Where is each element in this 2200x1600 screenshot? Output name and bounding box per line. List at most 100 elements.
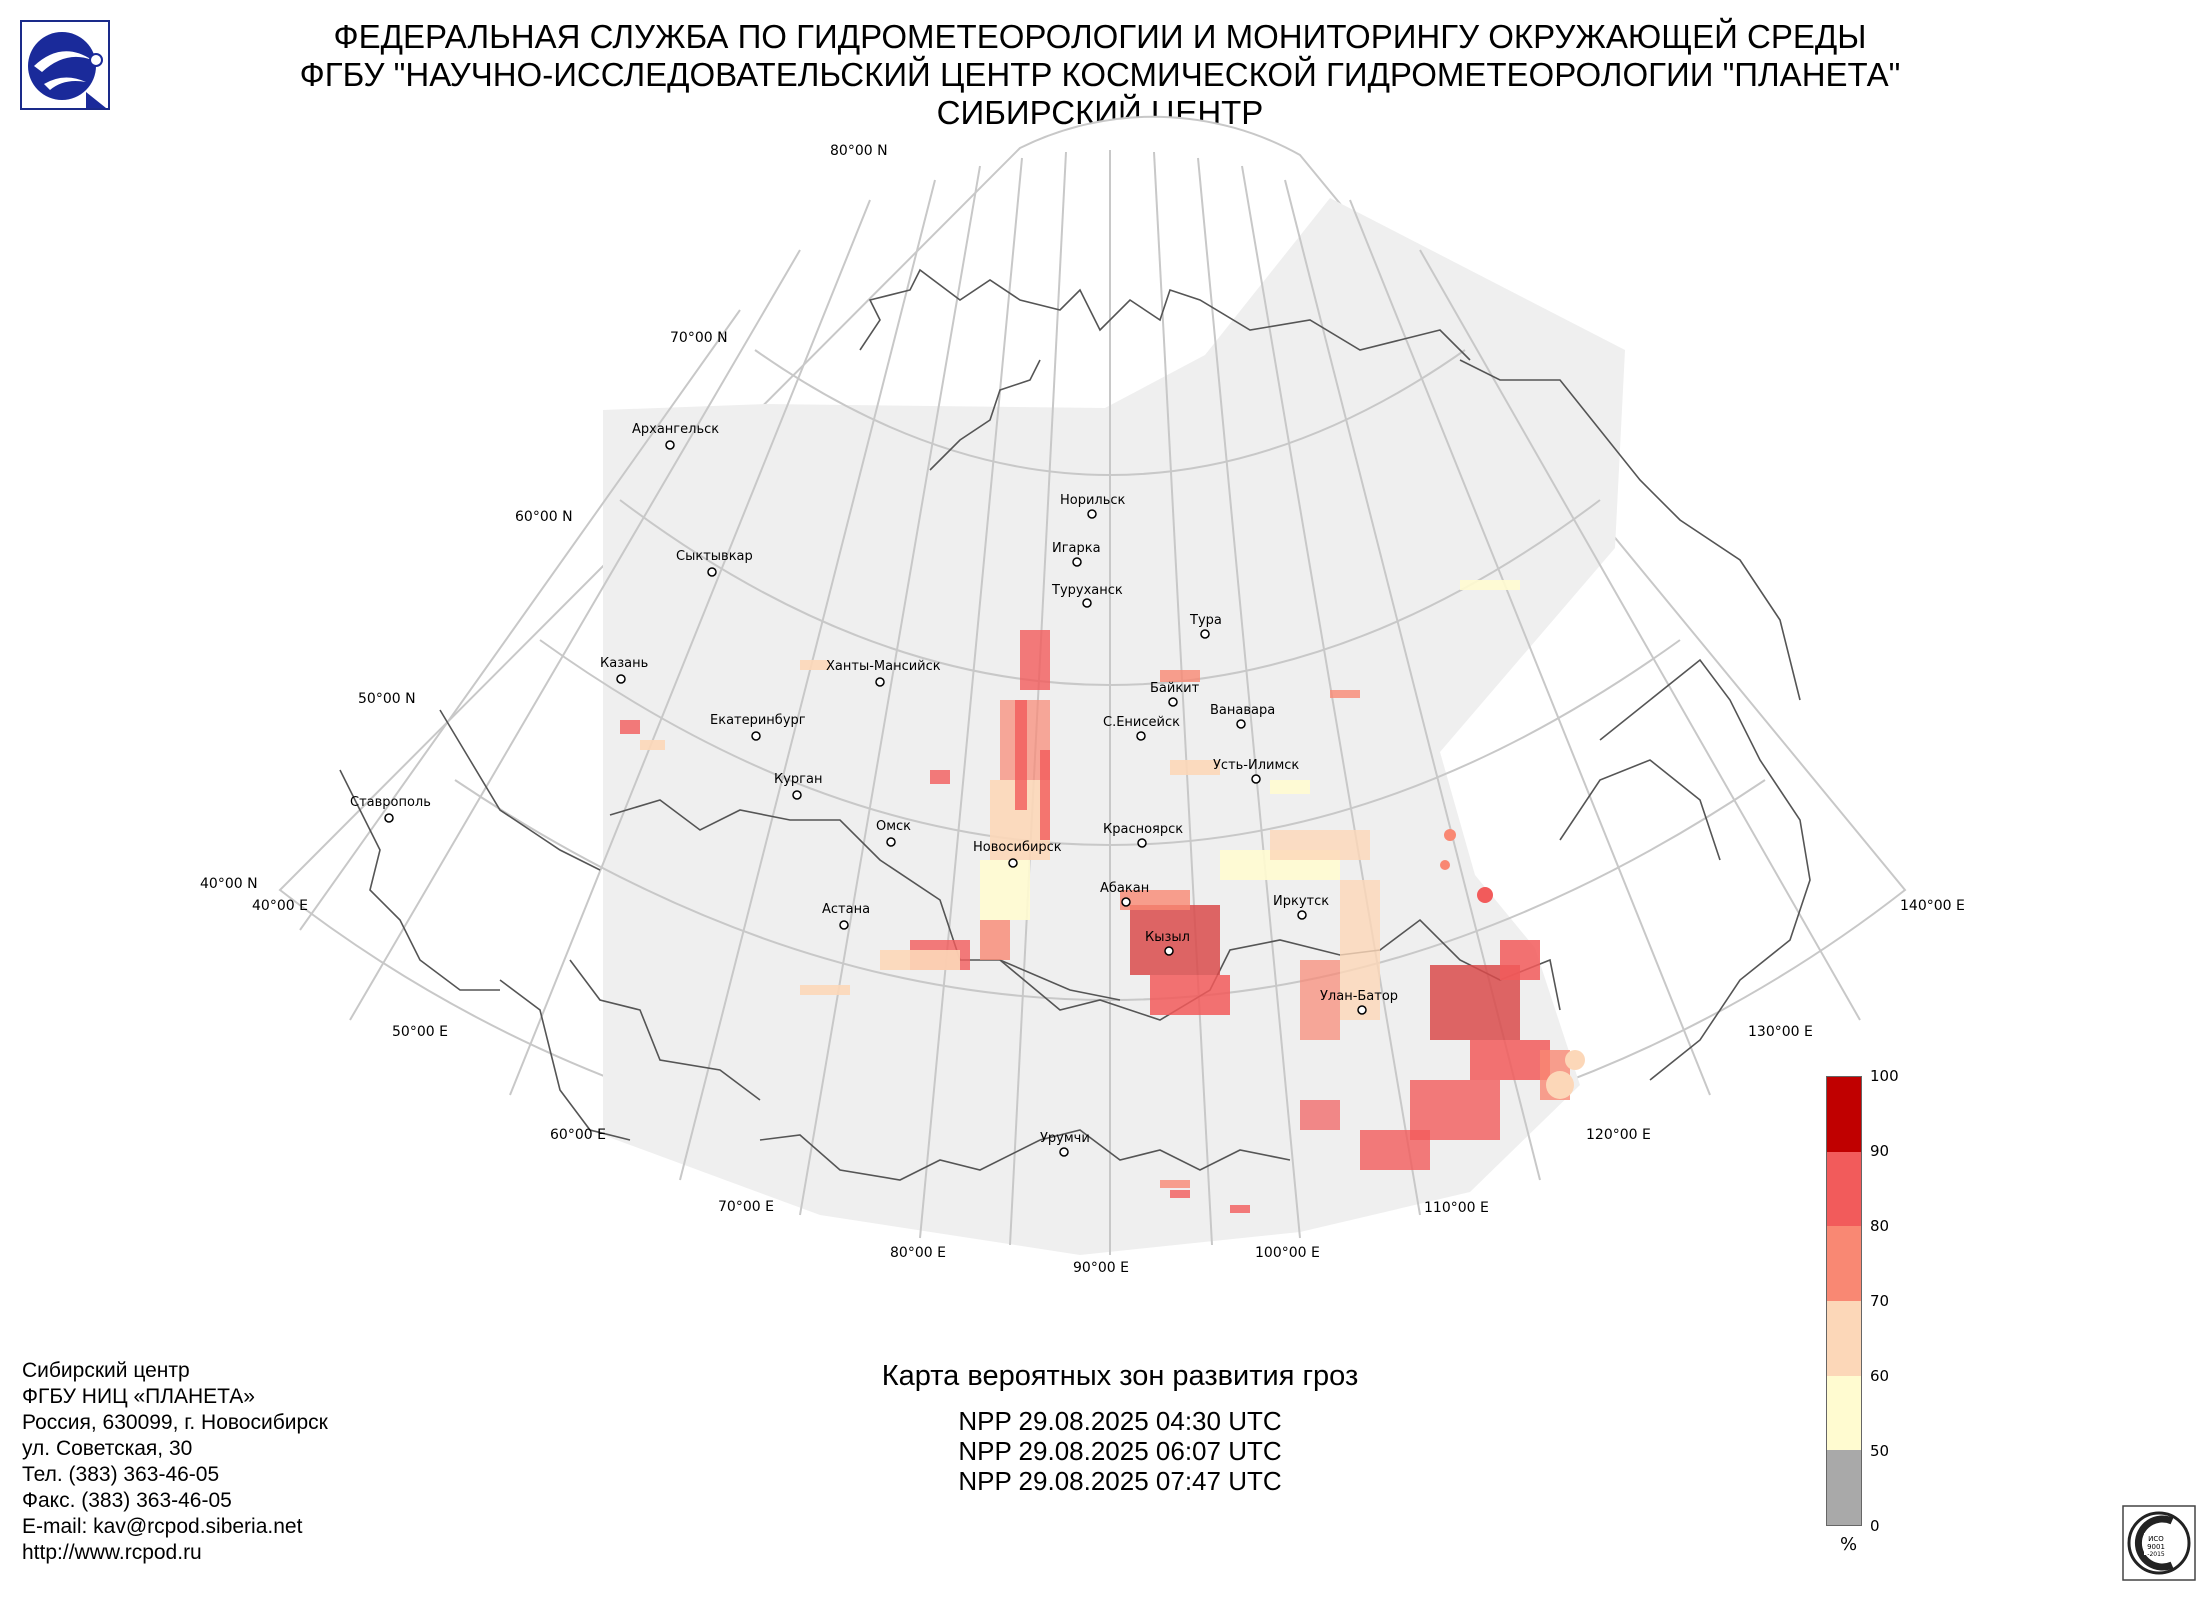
city-label: Иркутск — [1273, 894, 1329, 909]
city-marker — [1136, 731, 1146, 741]
city-marker — [1008, 858, 1018, 868]
city-label: Астана — [822, 902, 870, 917]
city-label: Улан-Батор — [1320, 989, 1398, 1004]
city-marker — [1082, 598, 1092, 608]
city-marker — [1059, 1147, 1069, 1157]
lon-label: 110°00 E — [1424, 1200, 1489, 1216]
iso-certification-seal-icon: ИСО 9001 -2015 — [2122, 1505, 2196, 1581]
city-marker — [875, 677, 885, 687]
meridians — [299, 150, 1861, 1255]
city-label: Кызыл — [1145, 930, 1190, 945]
address-line: Тел. (383) 363-46-05 — [22, 1463, 220, 1486]
legend-unit: % — [1840, 1534, 1858, 1555]
city-label: Курган — [774, 772, 822, 787]
header-line-agency: ФЕДЕРАЛЬНАЯ СЛУЖБА ПО ГИДРОМЕТЕОРОЛОГИИ … — [333, 18, 1867, 55]
city-marker — [1087, 509, 1097, 519]
address-line: Сибирский центр — [22, 1359, 190, 1382]
city-label: Абакан — [1100, 881, 1149, 896]
city-marker — [1297, 910, 1307, 920]
city-label: Урумчи — [1040, 1131, 1090, 1146]
satellite-pass: NPP 29.08.2025 04:30 UTC — [958, 1406, 1282, 1436]
city-marker — [1137, 838, 1147, 848]
parallels — [454, 349, 1766, 1001]
lon-label: 140°00 E — [1900, 898, 1965, 914]
address-line: Россия, 630099, г. Новосибирск — [22, 1411, 328, 1434]
address-line: ул. Советская, 30 — [22, 1437, 193, 1460]
lon-label: 100°00 E — [1255, 1245, 1320, 1261]
city-marker — [384, 813, 394, 823]
city-marker — [1200, 629, 1210, 639]
city-label: С.Енисейск — [1103, 715, 1180, 730]
product-title: Карта вероятных зон развития гроз — [881, 1360, 1359, 1392]
city-label: Туруханск — [1051, 583, 1123, 598]
lon-label: 130°00 E — [1748, 1024, 1813, 1040]
city-marker — [1072, 557, 1082, 567]
city-marker — [1121, 897, 1131, 907]
city-label: Байкит — [1150, 681, 1200, 696]
city-label: Ханты-Мансийск — [826, 659, 941, 674]
city-label: Екатеринбург — [710, 713, 806, 728]
lat-label: 70°00 N — [670, 330, 728, 346]
city-marker — [839, 920, 849, 930]
lat-label: 80°00 N — [830, 143, 888, 159]
legend-tick: 50 — [1870, 1442, 1890, 1460]
lon-label: 70°00 E — [718, 1199, 774, 1215]
lon-label: 90°00 E — [1073, 1260, 1129, 1276]
city-label: Игарка — [1052, 541, 1101, 556]
thunderstorm-zones — [620, 580, 1585, 1213]
city-label: Казань — [600, 656, 648, 671]
city-marker — [616, 674, 626, 684]
city-marker — [1357, 1005, 1367, 1015]
header-line-institute: ФГБУ "НАУЧНО-ИССЛЕДОВАТЕЛЬСКИЙ ЦЕНТР КОС… — [299, 56, 1901, 93]
city-marker — [1168, 697, 1178, 707]
satellite-pass: NPP 29.08.2025 06:07 UTC — [958, 1436, 1282, 1466]
city-label: Тура — [1189, 613, 1222, 628]
legend-colorbar — [1826, 1076, 1862, 1526]
legend-tick: 80 — [1870, 1217, 1890, 1235]
satellite-passes: NPP 29.08.2025 04:30 UTC NPP 29.08.2025 … — [620, 1406, 1620, 1496]
city-marker — [886, 837, 896, 847]
legend-segment-80-90 — [1827, 1151, 1861, 1227]
svg-text:ИСО: ИСО — [2148, 1535, 2164, 1543]
latitude-labels: 80°00 N 70°00 N 60°00 N 50°00 N 40°00 N — [200, 143, 888, 892]
city-marker — [1164, 946, 1174, 956]
city-marker — [707, 567, 717, 577]
roshydromet-logo-icon — [20, 20, 110, 110]
city-label: Ставрополь — [350, 795, 431, 810]
legend-segment-90-100 — [1827, 1077, 1861, 1152]
city-label: Усть-Илимск — [1213, 758, 1299, 773]
legend-segment-70-80 — [1827, 1226, 1861, 1301]
city-label: Архангельск — [632, 422, 719, 437]
city-marker — [792, 790, 802, 800]
address-line: Факс. (383) 363-46-05 — [22, 1489, 232, 1512]
legend-segment-0-50 — [1827, 1450, 1861, 1525]
svg-text:9001: 9001 — [2147, 1543, 2165, 1551]
address-website: http://www.rcpod.ru — [22, 1541, 202, 1564]
cities: Архангельск Сыктывкар Казань Екатеринбур… — [350, 422, 1398, 1157]
city-marker — [665, 440, 675, 450]
city-label: Норильск — [1060, 493, 1126, 508]
city-label: Сыктывкар — [676, 549, 753, 564]
lon-label: 80°00 E — [890, 1245, 946, 1261]
address-line: ФГБУ НИЦ «ПЛАНЕТА» — [22, 1385, 255, 1408]
lon-label: 60°00 E — [550, 1127, 606, 1143]
coastlines-and-borders — [339, 268, 1811, 1181]
lon-label: 50°00 E — [392, 1024, 448, 1040]
city-label: Новосибирск — [973, 840, 1062, 855]
product-info: Карта вероятных зон развития гроз NPP 29… — [620, 1358, 1620, 1496]
legend-tick: 70 — [1870, 1292, 1890, 1310]
city-label: Красноярск — [1103, 822, 1183, 837]
city-label: Ванавара — [1210, 703, 1275, 718]
legend-tick: 0 — [1870, 1517, 1880, 1535]
city-marker — [751, 731, 761, 741]
address-email: E-mail: kav@rcpod.siberia.net — [22, 1515, 303, 1538]
lat-label: 50°00 N — [358, 691, 416, 707]
city-label: Омск — [876, 819, 911, 834]
satellite-pass: NPP 29.08.2025 07:47 UTC — [958, 1466, 1282, 1496]
legend-segment-50-60 — [1827, 1375, 1861, 1451]
city-marker — [1236, 719, 1246, 729]
lat-label: 40°00 N — [200, 876, 258, 892]
lat-label: 60°00 N — [515, 509, 573, 525]
city-marker — [1251, 774, 1261, 784]
